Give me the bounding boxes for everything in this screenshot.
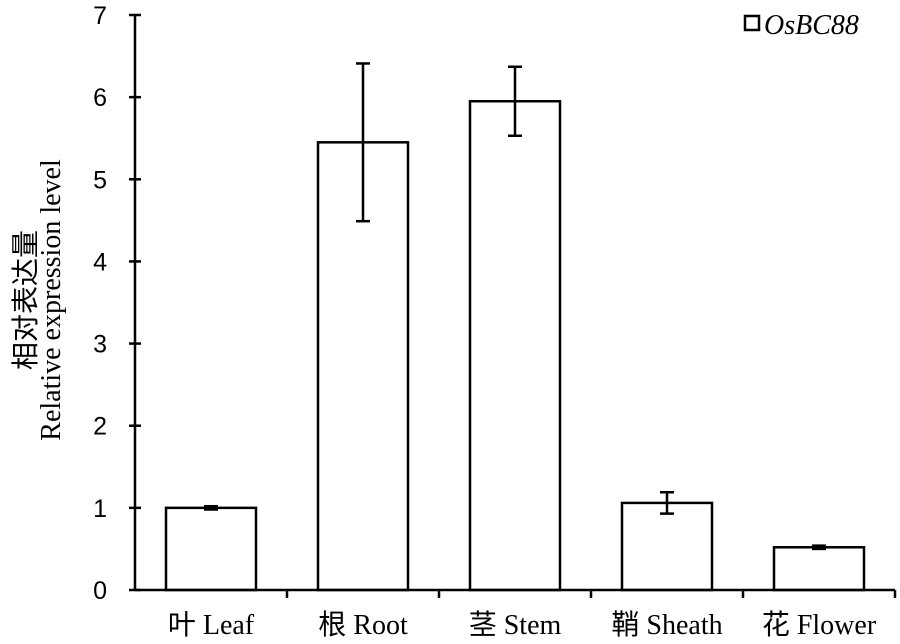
error-bar-5 [812, 544, 826, 551]
category-labels: 叶 Leaf 根 Root 茎 Stem 鞘 Sheath 花 Flower [168, 609, 877, 641]
error-bar-3 [508, 65, 522, 137]
error-bar-2 [356, 62, 370, 223]
y-tick-label: 6 [93, 84, 107, 112]
x-ticks [285, 590, 897, 598]
axes [133, 15, 895, 592]
y-tick-label: 3 [93, 331, 107, 359]
legend-swatch [743, 14, 761, 32]
y-tick-label: 2 [93, 413, 107, 441]
category-label: 叶 Leaf [168, 610, 255, 641]
category-label: 鞘 Sheath [611, 609, 722, 641]
bar-5 [772, 546, 866, 592]
bar-3 [468, 100, 562, 592]
y-tick-label: 5 [93, 166, 107, 194]
error-bars [204, 62, 826, 551]
legend: OsBC88 [743, 10, 859, 41]
legend-label: OsBC88 [764, 10, 859, 41]
y-tick-label: 1 [93, 495, 107, 523]
category-label: 根 Root [318, 609, 408, 641]
y-axis-title-en: Relative expression level [36, 159, 67, 441]
y-tick-label: 7 [93, 2, 107, 30]
error-bar-1 [204, 504, 218, 511]
y-tick-label: 0 [93, 577, 107, 605]
error-bar-4 [660, 491, 674, 515]
bar-4 [620, 501, 714, 592]
y-axis-title: 相对表达量 Relative expression level [10, 159, 67, 441]
category-label: 花 Flower [762, 609, 877, 641]
bars [164, 100, 866, 592]
bar-1 [164, 506, 258, 592]
y-ticks: 0 1 2 3 4 5 6 7 [93, 2, 141, 605]
category-label: 茎 Stem [469, 609, 562, 641]
y-axis-title-zh: 相对表达量 [10, 230, 42, 370]
y-tick-label: 4 [93, 248, 107, 276]
